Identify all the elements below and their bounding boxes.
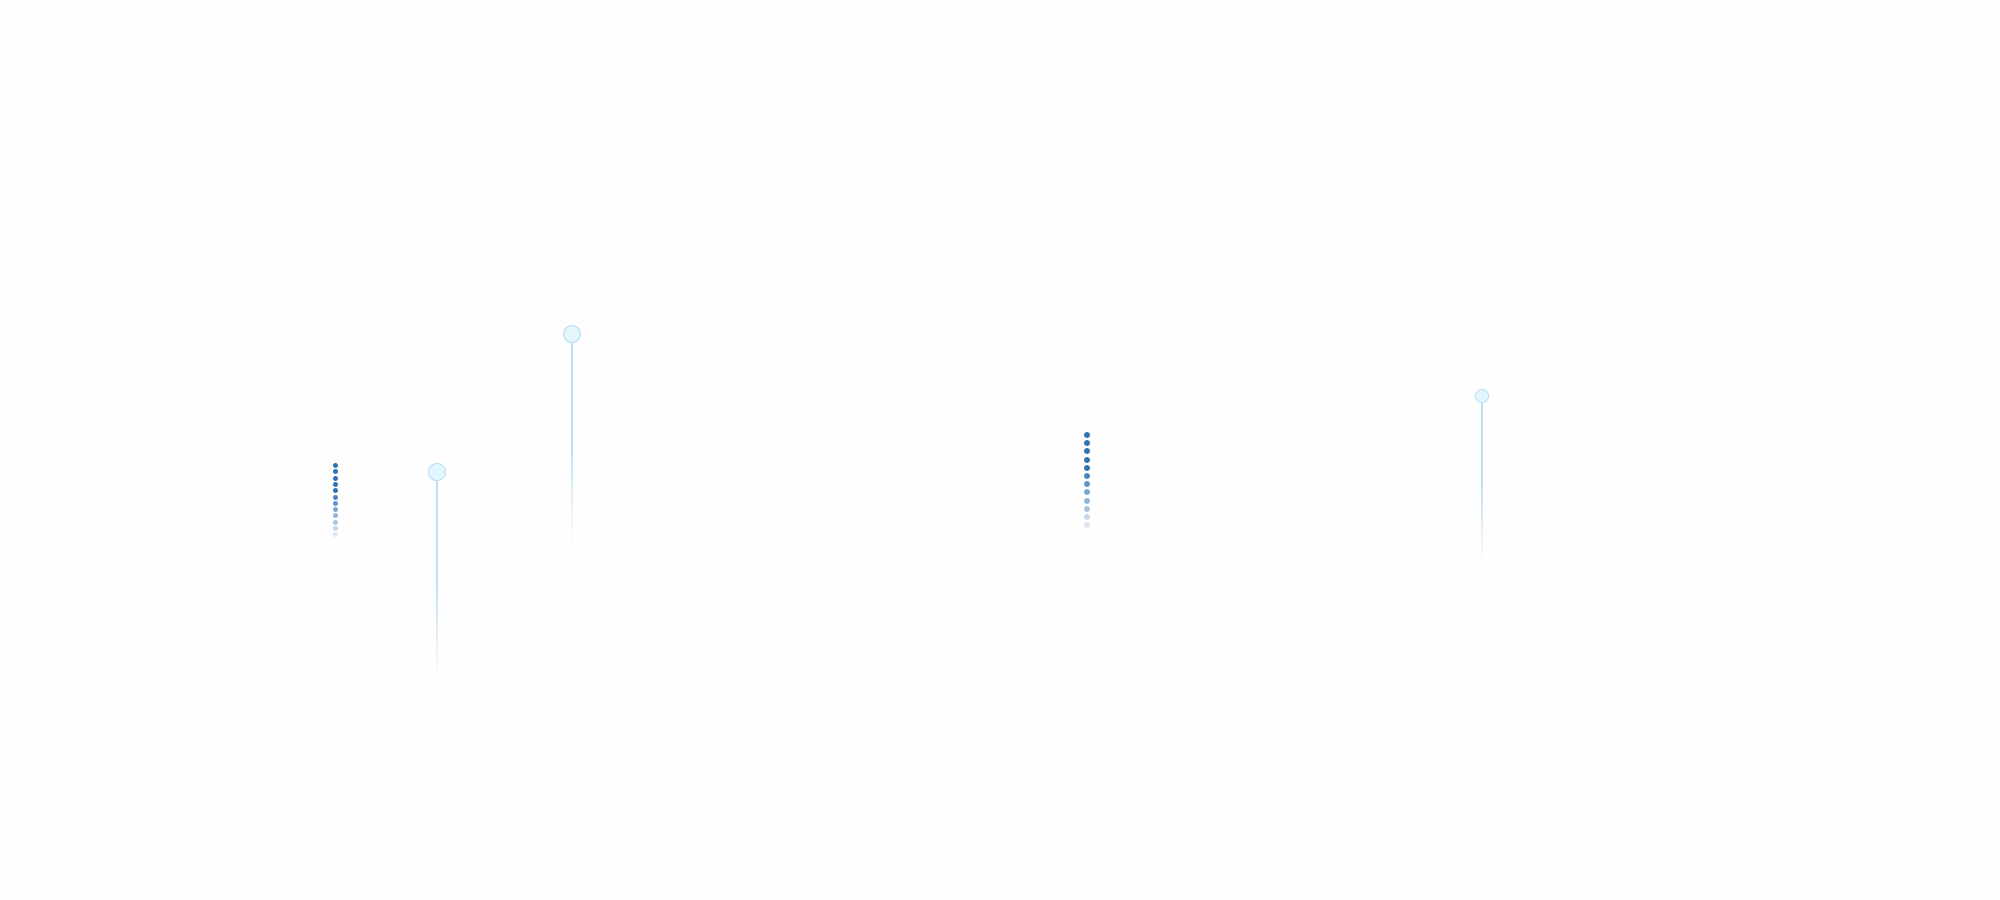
dot — [1084, 497, 1090, 504]
pin-circle — [1475, 389, 1489, 403]
pin-circle — [563, 325, 581, 343]
dot — [1084, 514, 1090, 520]
dot — [333, 519, 338, 525]
dot — [333, 526, 338, 531]
dot — [333, 469, 338, 475]
dot — [1084, 489, 1090, 496]
pin-line — [436, 481, 438, 683]
dot-column-left — [333, 463, 339, 539]
dot — [1084, 464, 1090, 471]
dot — [1084, 448, 1090, 455]
dot — [1084, 522, 1090, 529]
dot — [1084, 505, 1090, 512]
pin-line — [1481, 403, 1483, 567]
dot — [333, 488, 338, 494]
dot — [1084, 432, 1090, 438]
dot — [333, 475, 338, 481]
pin-circle — [428, 463, 446, 481]
dot — [1084, 481, 1090, 488]
dot — [333, 513, 338, 519]
dot — [333, 500, 338, 506]
dot — [333, 463, 338, 468]
dot — [333, 507, 338, 513]
dot — [1084, 473, 1090, 479]
dot-column-center — [1084, 432, 1090, 529]
dot — [333, 494, 338, 500]
dot — [1084, 456, 1090, 463]
dot — [1084, 440, 1090, 447]
dot — [333, 532, 338, 538]
dot — [333, 481, 338, 487]
pin-line — [571, 343, 573, 547]
